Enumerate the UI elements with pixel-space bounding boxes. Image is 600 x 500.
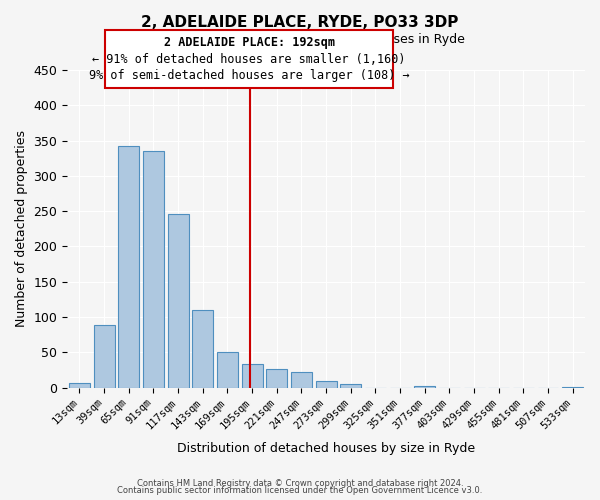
Bar [316, 380, 337, 388]
Bar [291, 372, 312, 388]
Bar [266, 369, 287, 388]
Bar [242, 364, 263, 388]
Text: Size of property relative to detached houses in Ryde: Size of property relative to detached ho… [136, 32, 464, 46]
Bar [167, 214, 188, 388]
Text: Contains HM Land Registry data © Crown copyright and database right 2024.: Contains HM Land Registry data © Crown c… [137, 478, 463, 488]
Bar [143, 151, 164, 388]
Bar [192, 310, 213, 388]
Bar [94, 326, 115, 388]
Bar [562, 387, 583, 388]
Y-axis label: Number of detached properties: Number of detached properties [15, 130, 28, 328]
Text: 9% of semi-detached houses are larger (108) →: 9% of semi-detached houses are larger (1… [89, 68, 409, 82]
Text: 2, ADELAIDE PLACE, RYDE, PO33 3DP: 2, ADELAIDE PLACE, RYDE, PO33 3DP [142, 15, 458, 30]
X-axis label: Distribution of detached houses by size in Ryde: Distribution of detached houses by size … [177, 442, 475, 455]
Bar [69, 382, 90, 388]
Text: Contains public sector information licensed under the Open Government Licence v3: Contains public sector information licen… [118, 486, 482, 495]
Bar [340, 384, 361, 388]
Bar [414, 386, 435, 388]
Bar [118, 146, 139, 388]
Text: 2 ADELAIDE PLACE: 192sqm: 2 ADELAIDE PLACE: 192sqm [163, 36, 335, 49]
Bar [217, 352, 238, 388]
Text: ← 91% of detached houses are smaller (1,160): ← 91% of detached houses are smaller (1,… [92, 52, 406, 66]
